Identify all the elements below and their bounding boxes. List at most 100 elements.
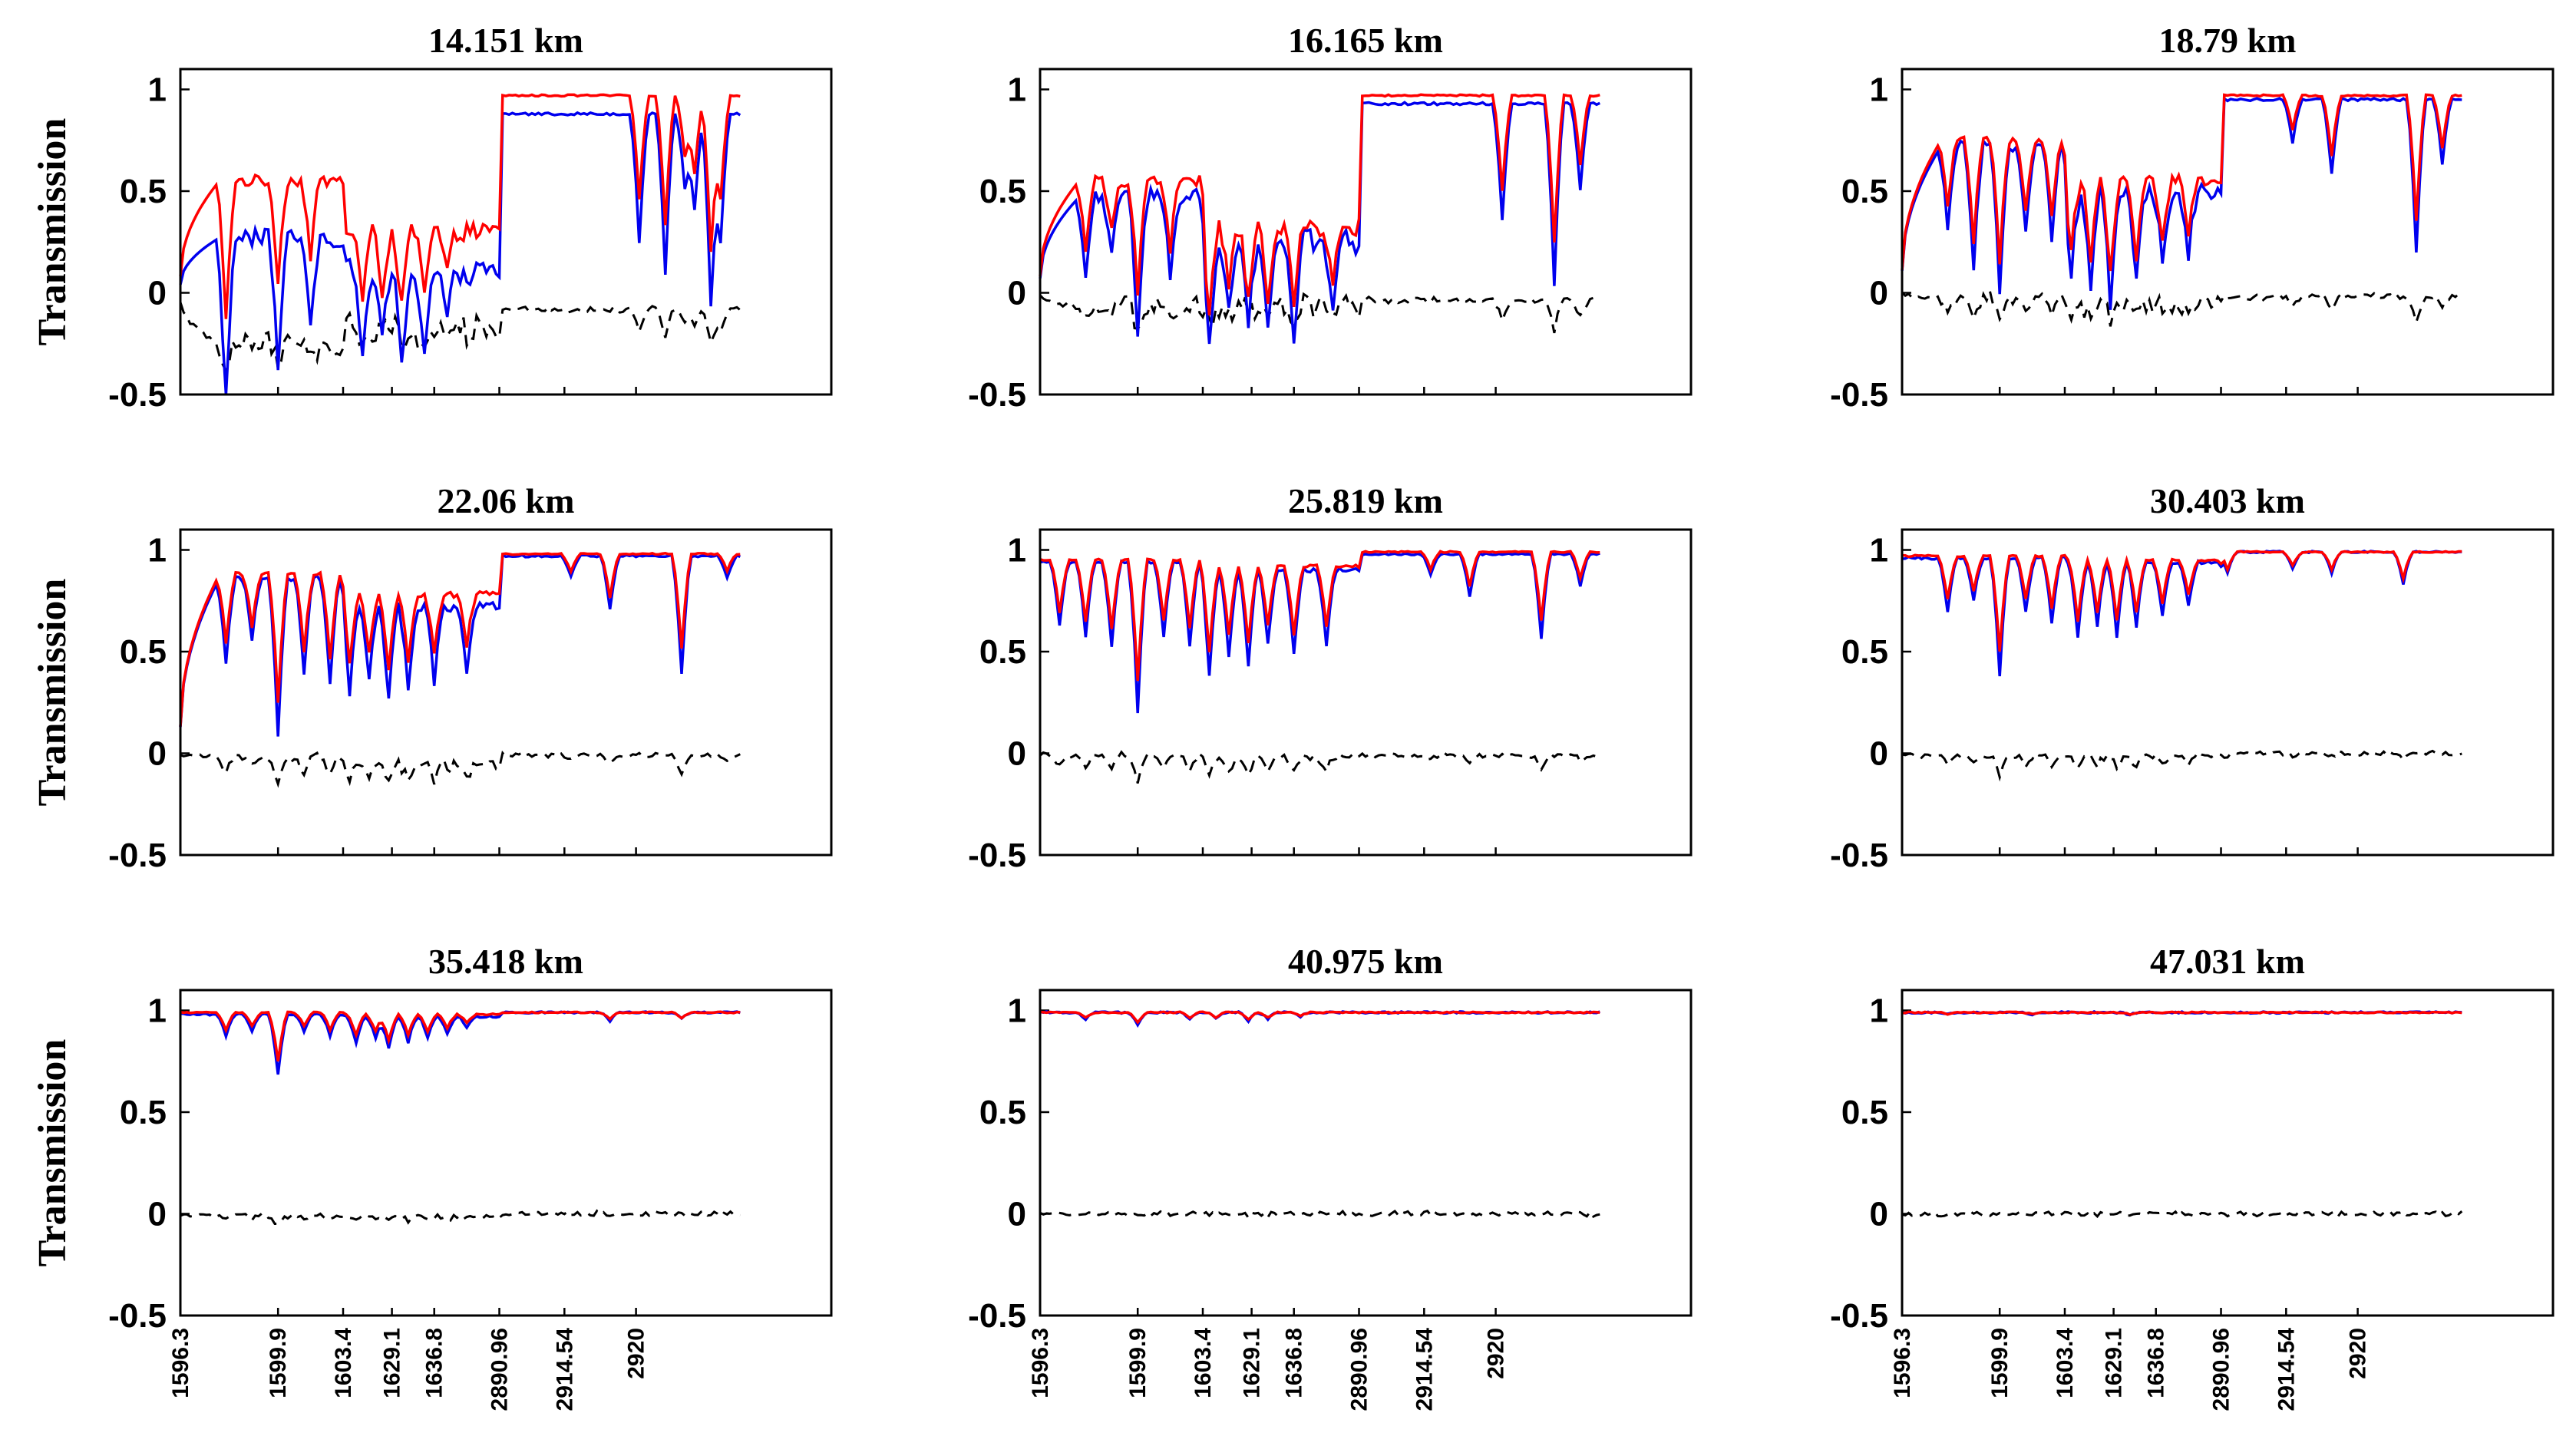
x-tick-label: 2914.54 xyxy=(1412,1328,1437,1411)
x-tick-label: 1599.9 xyxy=(1125,1328,1151,1398)
y-tick-label: 0 xyxy=(1008,1196,1026,1233)
x-tick-label: 2890.96 xyxy=(2209,1328,2234,1411)
axes-frame xyxy=(1039,68,1693,396)
y-tick-label: 0 xyxy=(148,1196,167,1233)
y-tick-label: 0 xyxy=(148,735,167,773)
panel-title: 25.819 km xyxy=(1288,481,1443,520)
axes-frame xyxy=(1039,528,1693,857)
axes-frame xyxy=(179,68,833,396)
x-tick-label: 2914.54 xyxy=(552,1328,577,1411)
y-tick-label: 1 xyxy=(1870,532,1888,569)
y-tick-label: 1 xyxy=(1870,992,1888,1030)
y-tick-label: -0.5 xyxy=(108,376,167,414)
difference-series-line xyxy=(179,302,741,375)
difference-series-line xyxy=(1901,287,2463,327)
red-series-line xyxy=(1901,550,2462,652)
difference-series-line xyxy=(1039,292,1601,334)
y-tick-label: 0.5 xyxy=(1841,633,1888,671)
panel-2: 16.165 km 1 0.5 0 -0.5 xyxy=(968,21,1693,414)
y-tick-label: -0.5 xyxy=(1830,1297,1888,1335)
y-tick-label: 0.5 xyxy=(979,633,1026,671)
difference-series-line xyxy=(1039,1209,1600,1220)
difference-series-line xyxy=(180,750,741,788)
y-tick-label: 1 xyxy=(1008,992,1026,1030)
x-tick-label: 1596.3 xyxy=(168,1328,193,1398)
y-tick-label: 0 xyxy=(1008,735,1026,773)
y-tick-label: -0.5 xyxy=(968,376,1026,414)
y-tick-label: 0 xyxy=(1008,275,1026,312)
y-tick-label: 0.5 xyxy=(1841,1094,1888,1131)
red-series-line xyxy=(179,551,741,727)
x-tick-label: 1629.1 xyxy=(1240,1328,1265,1398)
red-series-line xyxy=(179,93,741,319)
y-tick-label: 1 xyxy=(148,992,167,1030)
y-tick-label: -0.5 xyxy=(108,837,167,874)
y-tick-label: 0 xyxy=(1870,735,1888,773)
red-series-line xyxy=(1039,93,1600,316)
y-tick-label: 0.5 xyxy=(1841,173,1888,210)
axes-frame xyxy=(179,989,833,1317)
y-axis-label: Transmission xyxy=(31,118,74,346)
x-tick-label: 1603.4 xyxy=(2053,1328,2078,1398)
difference-series-line xyxy=(180,1209,741,1225)
panel-title: 30.403 km xyxy=(2150,481,2305,520)
x-tick-label: 2890.96 xyxy=(1347,1328,1372,1411)
x-tick-label: 2914.54 xyxy=(2274,1328,2299,1411)
blue-series-line xyxy=(180,1010,741,1075)
red-series-line xyxy=(1901,93,2462,272)
y-tick-label: -0.5 xyxy=(1830,837,1888,874)
y-tick-label: -0.5 xyxy=(1830,376,1888,414)
x-tick-label: 1636.8 xyxy=(2144,1328,2169,1398)
x-tick-label: 1629.1 xyxy=(2102,1328,2127,1398)
x-tick-label: 1603.4 xyxy=(1191,1328,1216,1398)
panel-1: 14.151 km 1 0.5 0 -0.5 Transmission xyxy=(31,21,833,414)
red-series-line xyxy=(180,1010,741,1062)
blue-series-line xyxy=(179,111,741,395)
panel-title: 22.06 km xyxy=(438,481,575,520)
panel-3: 18.79 km 1 0.5 0 -0.5 xyxy=(1830,21,2555,414)
x-tick-label: 1636.8 xyxy=(1282,1328,1307,1398)
axes-frame xyxy=(1039,989,1693,1317)
x-tick-label: 2890.96 xyxy=(487,1328,513,1411)
x-tick-label: 1599.9 xyxy=(1987,1328,2013,1398)
panel-5: 25.819 km 1 0.5 0 -0.5 xyxy=(968,481,1693,874)
y-tick-label: 0 xyxy=(1870,275,1888,312)
x-tick-label: 1596.3 xyxy=(1890,1328,1915,1398)
panel-title: 35.418 km xyxy=(428,942,583,981)
red-series-line xyxy=(1901,1010,2462,1016)
panel-title: 40.975 km xyxy=(1288,942,1443,981)
axes-frame xyxy=(179,528,833,857)
y-tick-label: 0.5 xyxy=(120,173,167,210)
panel-title: 47.031 km xyxy=(2150,942,2305,981)
x-tick-label: 2920 xyxy=(2346,1328,2371,1379)
blue-series-line xyxy=(1901,96,2462,310)
y-tick-label: -0.5 xyxy=(968,1297,1026,1335)
y-axis-label: Transmission xyxy=(31,579,74,807)
axes-frame xyxy=(1901,68,2555,396)
axes-frame xyxy=(1901,528,2555,857)
red-series-line xyxy=(1039,550,1600,682)
panel-4: 22.06 km 1 0.5 0 -0.5 Transmission xyxy=(31,481,833,874)
axes-frame xyxy=(1901,989,2555,1317)
x-tick-label: 1596.3 xyxy=(1028,1328,1053,1398)
y-tick-label: 0.5 xyxy=(120,1094,167,1131)
y-axis-label: Transmission xyxy=(31,1039,74,1267)
y-tick-label: 0.5 xyxy=(979,1094,1026,1131)
x-tick-label: 2920 xyxy=(1484,1328,1509,1379)
x-tick-label: 2920 xyxy=(624,1328,649,1379)
y-tick-label: 0.5 xyxy=(120,633,167,671)
panel-title: 16.165 km xyxy=(1288,21,1443,60)
y-tick-label: 0 xyxy=(148,275,167,312)
y-tick-label: -0.5 xyxy=(968,837,1026,874)
red-series-line xyxy=(1039,1010,1600,1025)
y-tick-label: 1 xyxy=(1008,532,1026,569)
difference-series-line xyxy=(1039,750,1601,784)
y-tick-label: 0.5 xyxy=(979,173,1026,210)
y-tick-label: 1 xyxy=(1870,71,1888,109)
y-tick-label: -0.5 xyxy=(108,1297,167,1335)
x-tick-label: 1603.4 xyxy=(331,1328,356,1398)
difference-series-line xyxy=(1901,1210,2463,1219)
x-tick-label: 1599.9 xyxy=(266,1328,291,1398)
